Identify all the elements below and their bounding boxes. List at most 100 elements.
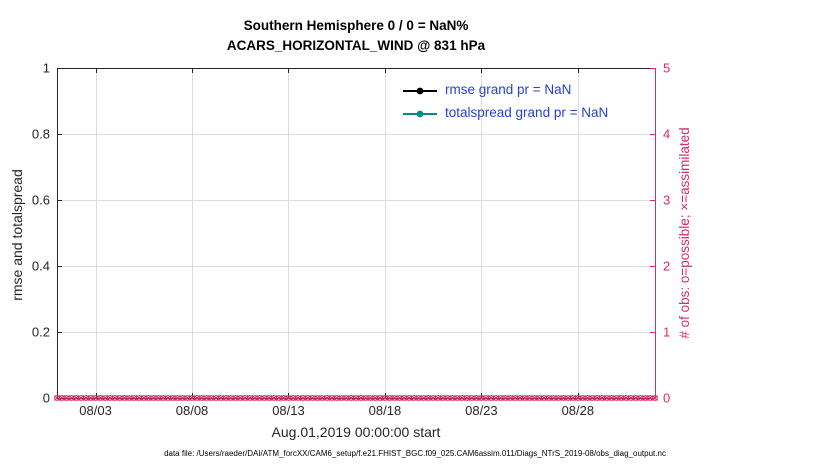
obs-marker-assimilated (280, 395, 287, 401)
obs-marker-assimilated (603, 395, 610, 401)
obs-marker-assimilated (136, 395, 142, 401)
y-left-tick-label: 0.2 (32, 325, 50, 340)
obs-marker-assimilated (618, 395, 625, 401)
obs-marker-assimilated (439, 395, 446, 401)
obs-marker-assimilated (454, 395, 461, 401)
obs-marker-assimilated (213, 395, 219, 401)
obs-marker-possible (652, 395, 658, 401)
obs-marker-assimilated (309, 395, 316, 401)
obs-marker-assimilated (637, 395, 644, 401)
obs-marker-assimilated (396, 395, 403, 401)
obs-marker-assimilated (319, 395, 326, 401)
y-left-tick-label: 0.8 (32, 127, 50, 142)
obs-marker-assimilated (150, 395, 157, 401)
y-right-tick-label: 3 (663, 193, 670, 208)
obs-marker-assimilated (464, 395, 470, 401)
obs-marker-assimilated (92, 395, 99, 401)
obs-marker-assimilated (632, 395, 639, 401)
obs-marker-assimilated (338, 395, 345, 401)
obs-marker-assimilated (468, 395, 475, 401)
y-left-tick-label: 0.4 (32, 259, 50, 274)
x-tick-label: 08/13 (272, 403, 305, 418)
obs-marker-assimilated (652, 395, 658, 401)
obs-marker-assimilated (102, 395, 109, 401)
legend: rmse grand pr = NaN totalspread grand pr… (402, 78, 608, 124)
obs-marker-assimilated (546, 395, 552, 401)
obs-marker-assimilated (391, 395, 398, 401)
obs-marker-assimilated (382, 395, 388, 401)
obs-marker-assimilated (478, 395, 485, 401)
obs-marker-assimilated (256, 395, 263, 401)
obs-marker-assimilated (78, 395, 84, 401)
obs-marker-assimilated (550, 395, 557, 401)
obs-marker-assimilated (411, 395, 417, 401)
y-right-tick-label: 5 (663, 61, 670, 76)
legend-dot (416, 87, 424, 94)
y-left-tick-label: 0.6 (32, 193, 50, 208)
obs-marker-assimilated (343, 395, 350, 401)
obs-marker-assimilated (121, 395, 128, 401)
totalspread-line-marker-icon (402, 107, 438, 119)
obs-marker-assimilated (194, 395, 200, 401)
obs-marker-assimilated (415, 395, 422, 401)
obs-marker-assimilated (531, 395, 538, 401)
obs-marker-assimilated (570, 395, 576, 401)
obs-marker-assimilated (377, 395, 383, 401)
obs-marker-assimilated (628, 395, 634, 401)
obs-marker-assimilated (271, 395, 277, 401)
obs-marker-assimilated (483, 395, 490, 401)
obs-marker-assimilated (425, 395, 432, 401)
obs-marker-assimilated (112, 395, 118, 401)
y-right-tick-label: 1 (663, 325, 670, 340)
obs-marker-assimilated (357, 395, 364, 401)
obs-marker-assimilated (314, 395, 321, 401)
obs-marker-assimilated (642, 395, 649, 401)
legend-entry-rmse: rmse grand pr = NaN (402, 78, 608, 101)
obs-marker-assimilated (251, 395, 258, 401)
obs-marker-assimilated (107, 395, 113, 401)
obs-marker-assimilated (300, 395, 306, 401)
y-left-tick-label: 1 (43, 61, 50, 76)
obs-marker-assimilated (165, 395, 171, 401)
obs-marker-assimilated (329, 395, 335, 401)
obs-marker-assimilated (430, 395, 437, 401)
obs-marker-assimilated (97, 395, 104, 401)
obs-marker-assimilated (574, 395, 581, 401)
chart-title: Southern Hemisphere 0 / 0 = NaN% (243, 18, 469, 33)
obs-marker-assimilated (589, 395, 596, 401)
x-tick-label: 08/08 (176, 403, 209, 418)
obs-marker-assimilated (116, 395, 123, 401)
obs-marker-assimilated (599, 395, 605, 401)
rmse-line-marker-icon (402, 84, 438, 96)
legend-label-totalspread: totalspread grand pr = NaN (445, 105, 609, 120)
obs-marker-assimilated (203, 395, 210, 401)
obs-marker-assimilated (145, 395, 152, 401)
obs-marker-assimilated (488, 395, 494, 401)
legend-entry-totalspread: totalspread grand pr = NaN (402, 101, 608, 124)
obs-marker-assimilated (584, 395, 591, 401)
title-block: Southern Hemisphere 0 / 0 = NaN% ACARS_H… (57, 16, 655, 56)
obs-marker-assimilated (261, 395, 268, 401)
obs-marker-assimilated (58, 395, 65, 401)
obs-marker-assimilated (594, 395, 600, 401)
obs-marker-assimilated (521, 395, 528, 401)
obs-marker-assimilated (362, 395, 369, 401)
obs-marker-assimilated (290, 395, 297, 401)
legend-dot (416, 110, 424, 117)
legend-sample-svg (403, 87, 437, 94)
obs-marker-assimilated (304, 395, 311, 401)
obs-marker-assimilated (160, 395, 166, 401)
obs-marker-assimilated (227, 395, 234, 401)
obs-marker-assimilated (237, 395, 244, 401)
obs-marker-assimilated (169, 395, 176, 401)
obs-marker-assimilated (198, 395, 205, 401)
obs-marker-assimilated (68, 395, 75, 401)
obs-marker-assimilated (386, 395, 393, 401)
obs-marker-assimilated (435, 395, 441, 401)
obs-marker-assimilated (372, 395, 379, 401)
obs-marker-assimilated (526, 395, 533, 401)
obs-marker-assimilated (420, 395, 427, 401)
obs-marker-assimilated (348, 395, 355, 401)
